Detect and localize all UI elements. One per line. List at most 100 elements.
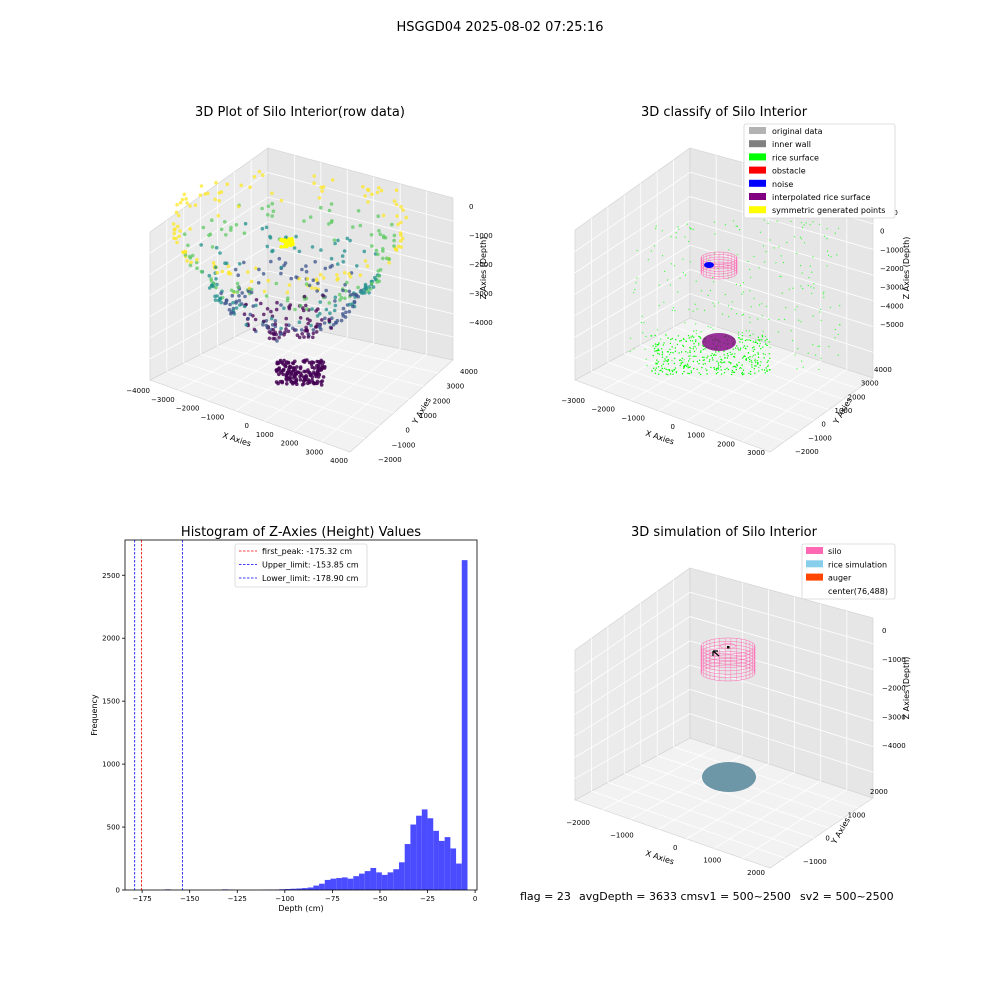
rice-surface-point — [763, 219, 765, 221]
legend-swatch — [749, 127, 766, 134]
rice-surface-point — [669, 342, 672, 344]
rice-surface-point — [762, 346, 764, 348]
raw-point — [363, 290, 367, 295]
rice-surface-point — [646, 365, 648, 367]
symmetric-point — [279, 238, 283, 242]
z-axis-tick-label: −2000 — [469, 261, 493, 269]
y-tick-label: 1500 — [102, 698, 120, 706]
grid-line — [574, 244, 691, 317]
legend-label: silo — [828, 547, 842, 556]
raw-point — [384, 256, 389, 261]
rice-surface-point — [690, 372, 693, 374]
rice-surface-point — [717, 371, 719, 374]
rice-surface-point — [690, 228, 692, 230]
rice-surface-point — [689, 355, 692, 357]
raw-point — [355, 264, 359, 268]
rice-surface-point — [750, 360, 752, 362]
z-axis-label: Z Axies (Depth) — [902, 657, 911, 720]
y-axis-label: Frequency — [90, 694, 99, 736]
raw-point — [302, 369, 306, 374]
raw-point — [322, 321, 327, 325]
raw-point — [260, 173, 265, 177]
raw-point — [336, 276, 340, 281]
raw-point — [242, 312, 247, 317]
legend-swatch — [806, 586, 823, 594]
raw-point — [294, 275, 298, 279]
legend-label: Lower_limit: -178.90 cm — [262, 574, 359, 583]
y-tick-label: 1000 — [102, 761, 120, 769]
rice-surface-point — [748, 372, 750, 374]
grid-line — [574, 171, 691, 252]
raw-point — [174, 236, 178, 241]
x-axis-label: X Axies — [644, 429, 675, 447]
raw-point — [312, 370, 316, 375]
legend-swatch — [749, 193, 766, 200]
raw-point — [207, 286, 212, 290]
y-axis-tick-label: 0 — [821, 421, 825, 429]
raw-point — [297, 335, 302, 340]
rice-surface-point — [672, 307, 675, 309]
rice-surface-point — [729, 351, 731, 353]
grid-line — [292, 348, 401, 432]
raw-point — [214, 277, 218, 281]
raw-point — [209, 279, 214, 283]
rice-surface-point — [750, 373, 752, 375]
y-axis-tick-label: 0 — [825, 835, 829, 843]
raw-point — [216, 213, 221, 218]
y-axis-tick-label: −1000 — [803, 858, 827, 866]
rice-surface-point — [718, 351, 720, 353]
rice-surface-point — [693, 330, 695, 332]
rice-surface-point — [698, 335, 700, 337]
grid-line — [602, 326, 717, 391]
rice-surface-point — [757, 353, 759, 355]
rice-surface-point — [662, 363, 664, 365]
raw-point — [307, 283, 312, 288]
x-axis-tick-label: 1000 — [256, 431, 274, 439]
rice-surface-point — [731, 301, 733, 303]
rice-surface-point — [693, 367, 695, 370]
raw-point — [284, 316, 289, 321]
rice-surface-point — [657, 366, 660, 368]
grid-line — [689, 220, 874, 276]
rice-surface-point — [768, 318, 770, 320]
rice-surface-point — [741, 364, 743, 366]
grid-line — [602, 746, 717, 811]
rice-surface-point — [778, 319, 780, 321]
rice-surface-point — [688, 355, 690, 357]
x-axis-tick-label: −3000 — [561, 397, 585, 405]
z-axis-tick-label: −4000 — [880, 302, 904, 310]
rice-surface-point — [754, 354, 756, 356]
grid-line — [574, 591, 691, 672]
raw-point — [178, 200, 183, 205]
raw-point — [261, 272, 266, 276]
raw-point — [383, 235, 388, 240]
rice-surface-point — [743, 373, 745, 375]
rice-surface-point — [826, 265, 828, 267]
raw-point — [187, 254, 192, 259]
rice-surface-point — [679, 365, 681, 367]
rice-surface-point — [780, 255, 782, 257]
raw-point — [282, 332, 286, 337]
raw-point — [195, 266, 199, 271]
rice-surface-point — [689, 261, 692, 263]
raw-point — [315, 289, 320, 293]
rice-surface-point — [753, 255, 755, 258]
raw-point — [303, 378, 308, 382]
grid-line — [686, 771, 795, 840]
rice-surface-point — [655, 367, 657, 369]
rice-surface-point — [742, 346, 744, 348]
x-tick-label: −50 — [373, 895, 388, 903]
raw-point — [304, 282, 309, 286]
x-axis-tick-label: −1000 — [610, 832, 634, 840]
x-axis-tick-label: 3000 — [747, 449, 765, 457]
histogram-bar — [284, 888, 291, 890]
grid-line — [686, 351, 795, 422]
raw-point — [301, 306, 305, 310]
rice-surface-point — [800, 238, 803, 240]
y-tick-label: 0 — [116, 887, 120, 895]
grid-line — [607, 781, 800, 849]
rice-surface-point — [758, 304, 761, 306]
raw-point — [339, 318, 344, 323]
rice-surface-point — [802, 288, 804, 290]
raw-point — [286, 361, 291, 365]
